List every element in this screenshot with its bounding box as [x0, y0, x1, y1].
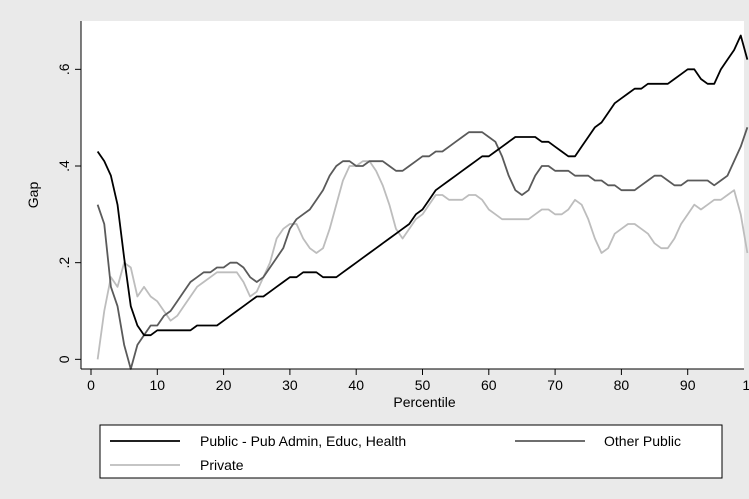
x-tick-label: 10 — [150, 377, 166, 393]
legend-label-public-pub-admin: Public - Pub Admin, Educ, Health — [200, 433, 406, 449]
series-line-1 — [96, 127, 749, 370]
x-tick-label: 20 — [216, 377, 232, 393]
legend-box — [99, 424, 723, 479]
plot-area — [81, 21, 744, 369]
y-tick-label: .4 — [56, 160, 72, 172]
series-line-0 — [96, 34, 749, 337]
legend: Public - Pub Admin, Educ, Health Other P… — [99, 424, 723, 479]
x-axis-title: Percentile — [393, 394, 455, 410]
x-tick-label: 40 — [348, 377, 364, 393]
x-tick-label: 50 — [415, 377, 431, 393]
x-tick-label: 70 — [547, 377, 563, 393]
axis-layer: 0 10 20 30 40 50 60 70 80 90 100 0 .2 .4 .6 — [56, 21, 749, 393]
x-tick-label: 0 — [87, 377, 95, 393]
x-tick-label: 100 — [742, 377, 749, 393]
y-axis-title: Gap — [25, 182, 41, 209]
x-tick-label: 30 — [282, 377, 298, 393]
series-line-2 — [96, 160, 749, 360]
y-tick-label: .2 — [56, 257, 72, 269]
x-tick-label: 90 — [680, 377, 696, 393]
y-tick-label: .6 — [56, 63, 72, 75]
x-tick-label: 60 — [481, 377, 497, 393]
legend-label-other-public: Other Public — [604, 433, 681, 449]
y-tick-label: 0 — [56, 355, 72, 363]
legend-label-private: Private — [200, 457, 244, 473]
x-tick-label: 80 — [614, 377, 630, 393]
series-layer — [96, 34, 749, 370]
